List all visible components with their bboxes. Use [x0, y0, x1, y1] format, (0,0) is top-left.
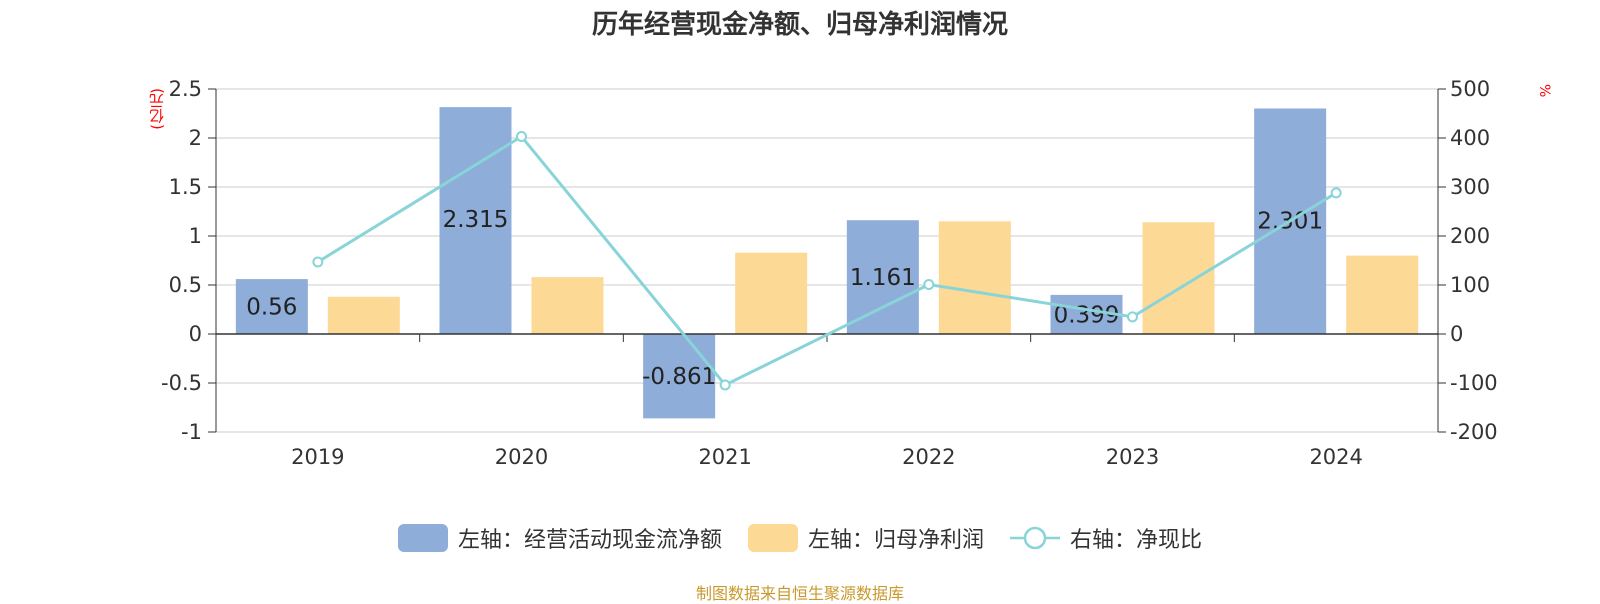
x-axis-tick-label: 2022 — [902, 445, 955, 469]
data-label: 2.315 — [443, 207, 509, 233]
legend-item-net-profit[interactable]: 左轴：归母净利润 — [747, 522, 984, 554]
x-axis-tick-label: 2024 — [1309, 445, 1362, 469]
right-axis-tick-label: 200 — [1450, 224, 1490, 248]
line-cash-ratio — [317, 134, 1337, 387]
line-point — [516, 131, 527, 143]
left-axis-tick-label: 1.5 — [169, 175, 202, 199]
line-point — [923, 279, 935, 291]
left-axis-tick-label: 2.5 — [169, 77, 202, 101]
right-axis-tick-label: 500 — [1450, 77, 1490, 101]
left-axis-tick-label: -0.5 — [161, 371, 202, 395]
left-axis-tick-label: 1 — [189, 224, 202, 248]
x-axis-tick-label: 2020 — [495, 445, 548, 469]
bar-net-profit — [938, 221, 1011, 334]
legend-label-cash-ratio: 右轴：净现比 — [1070, 528, 1203, 553]
bar-net-profit — [327, 296, 400, 334]
bar-operating-cash — [846, 220, 919, 334]
line-point — [312, 256, 324, 268]
bar-net-profit — [1142, 222, 1215, 334]
legend-swatch-operating-cash — [397, 524, 448, 552]
left-axis-tick-label: -1 — [181, 420, 202, 444]
legend-item-operating-cash[interactable]: 左轴：经营活动现金流净额 — [397, 522, 722, 554]
right-axis-tick-label: 0 — [1450, 322, 1463, 346]
bar-net-profit — [735, 252, 808, 334]
bar-net-profit — [1346, 255, 1419, 334]
legend-line-marker-icon — [1010, 526, 1060, 550]
left-axis-tick-label: 2 — [189, 126, 202, 150]
data-label: 1.161 — [850, 265, 916, 291]
left-axis-tick-label: 0 — [189, 322, 202, 346]
left-axis-tick-label: 0.5 — [169, 273, 202, 297]
chart-title: 历年经营现金净额、归母净利润情况 — [591, 10, 1008, 40]
legend: 左轴：经营活动现金流净额 左轴：归母净利润 右轴：净现比 — [0, 522, 1600, 554]
x-axis-tick-label: 2023 — [1106, 445, 1159, 469]
data-label: -0.861 — [642, 364, 716, 390]
line-point — [1127, 311, 1138, 323]
line-point — [719, 379, 731, 391]
bar-operating-cash — [235, 279, 308, 334]
x-axis-tick-label: 2019 — [291, 445, 344, 469]
line-point — [1330, 187, 1342, 199]
legend-item-cash-ratio[interactable]: 右轴：净现比 — [1010, 522, 1202, 554]
bar-operating-cash — [439, 107, 512, 334]
x-axis-tick-label: 2021 — [698, 445, 751, 469]
bar-net-profit — [531, 277, 604, 334]
legend-swatch-net-profit — [747, 524, 798, 552]
data-label: 0.56 — [246, 295, 297, 321]
source-note: 制图数据来自恒生聚源数据库 — [695, 584, 904, 603]
right-axis-tick-label: -200 — [1450, 420, 1498, 444]
right-axis-tick-label: 100 — [1450, 273, 1490, 297]
right-axis-tick-label: 400 — [1450, 126, 1490, 150]
legend-label-net-profit: 左轴：归母净利润 — [807, 528, 984, 553]
right-axis-tick-label: -100 — [1450, 371, 1498, 395]
bar-operating-cash — [643, 334, 716, 419]
legend-label-operating-cash: 左轴：经营活动现金流净额 — [457, 528, 722, 553]
right-axis-tick-label: 300 — [1450, 175, 1490, 199]
